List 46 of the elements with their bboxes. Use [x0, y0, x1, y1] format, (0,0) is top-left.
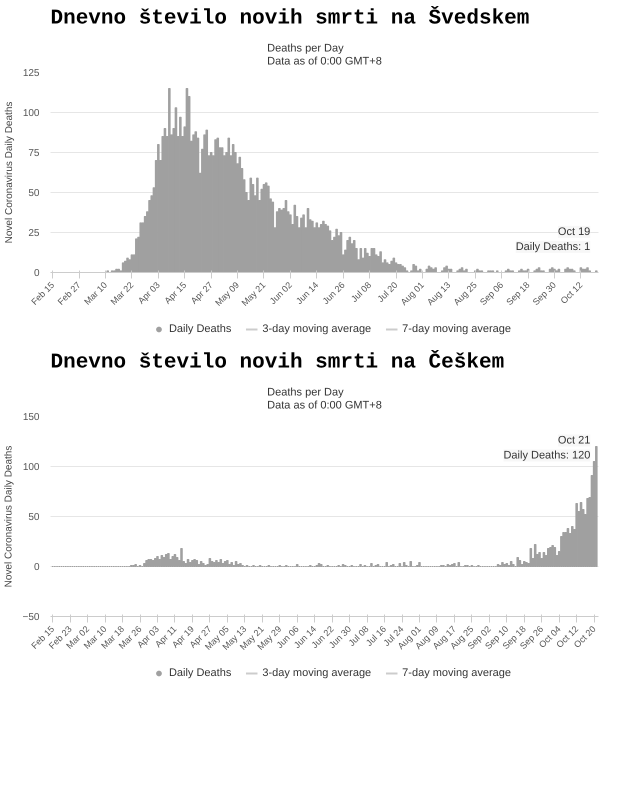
chart-title: Dnevno število novih smrti na Češkem [50, 350, 504, 374]
annotation: Oct 21 Daily Deaths: 120 [503, 434, 590, 462]
y-axis-title: Novel Coronavirus Daily Deaths [4, 446, 15, 588]
x-tick-label: Oct 12 [558, 280, 584, 306]
y-tick-label: 100 [22, 108, 40, 119]
y-tick-label: 25 [28, 228, 40, 239]
y-tick-label: 0 [34, 562, 40, 573]
text: 3-day moving average [262, 323, 372, 335]
text: 3-day moving average [262, 667, 372, 679]
x-tick-label: Feb 15 [29, 280, 56, 307]
y-tick-label: 50 [28, 512, 40, 523]
x-tick-label: Mar 10 [82, 280, 110, 307]
y-tick-label: 75 [28, 148, 40, 159]
annotation: Oct 19 Daily Deaths: 1 [516, 226, 590, 253]
x-tick-label: May 21 [240, 280, 268, 308]
y-tick-label: −50 [22, 612, 40, 623]
chart-subtitle: Deaths per Day Data as of 0:00 GMT+8 [267, 42, 382, 68]
chart-subtitle: Deaths per Day Data as of 0:00 GMT+8 [267, 386, 382, 412]
chart-title: Dnevno število novih smrti na Švedskem [50, 6, 530, 30]
x-tick-label: Jul 20 [376, 280, 400, 304]
x-tick-label: Mar 22 [108, 280, 136, 307]
x-tick-label: Sep 18 [504, 280, 532, 308]
y-tick-label: 150 [22, 412, 40, 423]
text: 7-day moving average [402, 323, 512, 335]
x-tick-label: May 09 [213, 280, 242, 308]
x-tick-label: Jun 26 [320, 280, 347, 306]
x-tick-label: Sep 06 [478, 280, 506, 308]
x-tick-label: Jun 02 [268, 280, 294, 306]
text: 7-day moving average [402, 667, 512, 679]
legend-label: Daily Deaths [168, 323, 232, 335]
x-tick-label: Feb 27 [56, 280, 83, 307]
y-tick-label: 50 [28, 188, 40, 199]
x-tick-label: Aug 13 [425, 280, 452, 308]
x-tick-label: Aug 25 [452, 280, 479, 308]
y-tick-label: 125 [22, 68, 40, 79]
y-axis-title: Novel Coronavirus Daily Deaths [4, 102, 15, 244]
y-tick-label: 0 [34, 268, 40, 279]
x-tick-label: Jun 14 [294, 280, 320, 306]
x-tick-label: Apr 15 [162, 280, 188, 306]
x-tick-label: Jul 08 [349, 280, 374, 304]
y-tick-label: 100 [22, 462, 40, 473]
x-tick-label: Apr 27 [188, 280, 215, 306]
x-tick-label: Sep 30 [530, 280, 558, 308]
legend-label: Daily Deaths [168, 667, 232, 679]
x-tick-label: Apr 03 [136, 280, 162, 306]
x-tick-label: Aug 01 [398, 280, 426, 308]
